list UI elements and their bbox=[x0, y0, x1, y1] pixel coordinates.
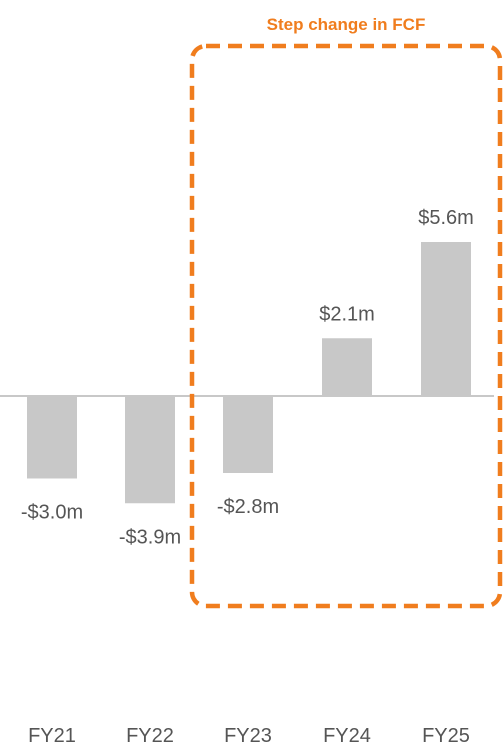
x-tick-fy21: FY21 bbox=[28, 725, 76, 747]
bar-fy22 bbox=[125, 396, 175, 504]
x-tick-fy25: FY25 bbox=[422, 725, 470, 747]
data-label-fy23: -$2.8m bbox=[217, 496, 279, 518]
data-label-fy24: $2.1m bbox=[319, 303, 375, 325]
bars-group bbox=[27, 242, 471, 504]
callout-label: Step change in FCF bbox=[267, 15, 426, 34]
x-tick-fy22: FY22 bbox=[126, 725, 174, 747]
bar-fy21 bbox=[27, 396, 77, 479]
bar-fy25 bbox=[421, 242, 471, 396]
data-label-fy21: -$3.0m bbox=[21, 502, 83, 524]
x-tick-fy24: FY24 bbox=[323, 725, 371, 747]
data-label-fy25: $5.6m bbox=[418, 207, 474, 229]
bar-fy23 bbox=[223, 396, 273, 473]
bar-fy24 bbox=[322, 338, 372, 396]
data-labels-group: -$3.0m -$3.9m -$2.8m $2.1m $5.6m bbox=[21, 207, 474, 548]
data-label-fy22: -$3.9m bbox=[119, 526, 181, 548]
x-tick-labels-group: FY21 FY22 FY23 FY24 FY25 bbox=[28, 725, 470, 747]
callout-dashed-box bbox=[189, 43, 503, 609]
x-tick-fy23: FY23 bbox=[224, 725, 272, 747]
